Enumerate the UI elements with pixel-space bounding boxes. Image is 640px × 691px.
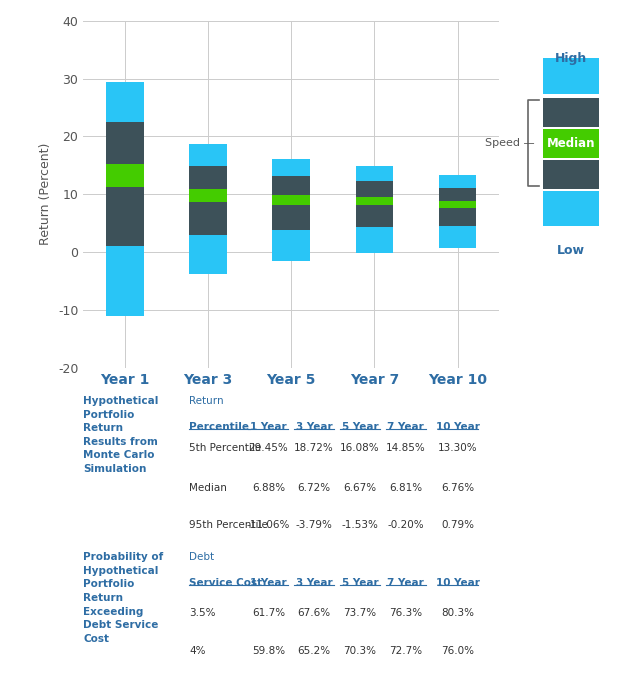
Bar — [356, 205, 393, 227]
Text: Probability of
Hypothetical
Portfolio
Return
Exceeding
Debt Service
Cost: Probability of Hypothetical Portfolio Re… — [83, 552, 163, 644]
Bar — [106, 122, 143, 164]
Text: 5 Year: 5 Year — [342, 422, 378, 432]
Text: 14.85%: 14.85% — [386, 443, 426, 453]
Bar — [189, 202, 227, 235]
Bar — [439, 208, 476, 226]
Bar — [273, 231, 310, 261]
Text: Median: Median — [189, 482, 227, 493]
Text: -3.79%: -3.79% — [296, 520, 333, 529]
Text: 18.72%: 18.72% — [294, 443, 334, 453]
Text: 6.88%: 6.88% — [252, 482, 285, 493]
Text: 59.8%: 59.8% — [252, 646, 285, 656]
Text: Median: Median — [547, 137, 595, 150]
Text: 73.7%: 73.7% — [343, 607, 376, 618]
Bar — [356, 167, 393, 181]
Bar — [356, 197, 393, 205]
Bar — [106, 164, 143, 187]
Text: 6.81%: 6.81% — [389, 482, 422, 493]
Y-axis label: Return (Percent): Return (Percent) — [40, 143, 52, 245]
Bar — [106, 246, 143, 316]
Bar — [106, 82, 143, 122]
Text: 6.72%: 6.72% — [298, 482, 331, 493]
Text: Percentile: Percentile — [189, 422, 250, 432]
Bar — [439, 187, 476, 200]
Bar — [273, 159, 310, 176]
Text: 95th Percentile: 95th Percentile — [189, 520, 268, 529]
Text: Hypothetical
Portfolio
Return
Results from
Monte Carlo
Simulation: Hypothetical Portfolio Return Results fr… — [83, 396, 159, 474]
Bar — [543, 98, 599, 126]
Bar — [273, 176, 310, 195]
Text: 3.5%: 3.5% — [189, 607, 216, 618]
Text: 3 Year: 3 Year — [296, 578, 332, 588]
Text: 7 Year: 7 Year — [387, 422, 424, 432]
Text: 76.0%: 76.0% — [441, 646, 474, 656]
Text: Return: Return — [189, 396, 224, 406]
Bar — [273, 205, 310, 231]
Text: 3 Year: 3 Year — [296, 422, 332, 432]
Text: 5th Percentile: 5th Percentile — [189, 443, 262, 453]
Text: 6.76%: 6.76% — [441, 482, 474, 493]
Text: 80.3%: 80.3% — [441, 607, 474, 618]
Bar — [356, 181, 393, 197]
Bar — [106, 187, 143, 246]
Text: Debt: Debt — [189, 552, 214, 562]
Bar — [439, 200, 476, 208]
Text: 61.7%: 61.7% — [252, 607, 285, 618]
Text: 5 Year: 5 Year — [342, 578, 378, 588]
Bar — [439, 176, 476, 187]
Text: 67.6%: 67.6% — [298, 607, 331, 618]
Text: 16.08%: 16.08% — [340, 443, 380, 453]
Text: 0.79%: 0.79% — [441, 520, 474, 529]
Text: 70.3%: 70.3% — [343, 646, 376, 656]
Bar — [543, 58, 599, 93]
Bar — [543, 160, 599, 189]
Bar — [189, 189, 227, 202]
Text: 1 Year: 1 Year — [250, 422, 287, 432]
Bar — [543, 129, 599, 158]
Bar — [189, 144, 227, 166]
Text: 4%: 4% — [189, 646, 206, 656]
Bar — [273, 195, 310, 205]
Text: 76.3%: 76.3% — [389, 607, 422, 618]
Text: High: High — [555, 52, 587, 64]
Text: 1 Year: 1 Year — [250, 578, 287, 588]
Text: 13.30%: 13.30% — [438, 443, 477, 453]
Text: 29.45%: 29.45% — [248, 443, 288, 453]
Text: 7 Year: 7 Year — [387, 578, 424, 588]
Text: Speed —: Speed — — [485, 138, 534, 149]
Bar — [356, 227, 393, 254]
Text: 65.2%: 65.2% — [298, 646, 331, 656]
Text: Low: Low — [557, 244, 585, 257]
Text: -1.53%: -1.53% — [341, 520, 378, 529]
Bar — [543, 191, 599, 226]
Text: -11.06%: -11.06% — [246, 520, 290, 529]
Text: 10 Year: 10 Year — [436, 578, 479, 588]
Text: 72.7%: 72.7% — [389, 646, 422, 656]
Bar — [189, 235, 227, 274]
Bar — [439, 226, 476, 247]
Text: -0.20%: -0.20% — [387, 520, 424, 529]
Text: 6.67%: 6.67% — [343, 482, 376, 493]
Text: 10 Year: 10 Year — [436, 422, 479, 432]
Text: Service Cost: Service Cost — [189, 578, 262, 588]
Bar — [189, 166, 227, 189]
